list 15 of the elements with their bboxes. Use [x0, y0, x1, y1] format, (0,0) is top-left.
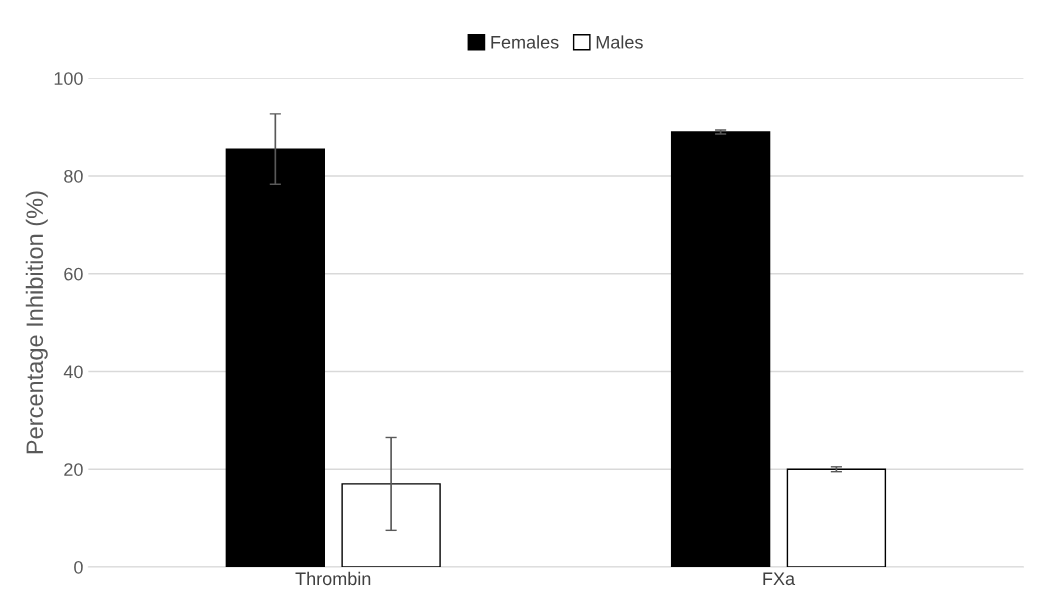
- y-tick-label: 100: [54, 72, 83, 85]
- bar: [786, 468, 887, 568]
- legend-label: Females: [491, 35, 559, 49]
- y-tick-label: 0: [74, 560, 83, 574]
- x-tick-label: FXa: [763, 572, 796, 586]
- bar: [670, 131, 771, 568]
- y-tick-label: 60: [64, 267, 83, 281]
- legend-label: Males: [596, 35, 643, 49]
- y-axis-title: Percentage Inhibition (%): [25, 191, 48, 454]
- bar: [225, 148, 326, 568]
- y-tick-label: 80: [64, 169, 83, 183]
- x-tick-label: Thrombin: [295, 571, 371, 586]
- y-tick-label: 40: [63, 365, 83, 379]
- bar: [341, 483, 441, 568]
- y-tick-label: 20: [64, 463, 83, 476]
